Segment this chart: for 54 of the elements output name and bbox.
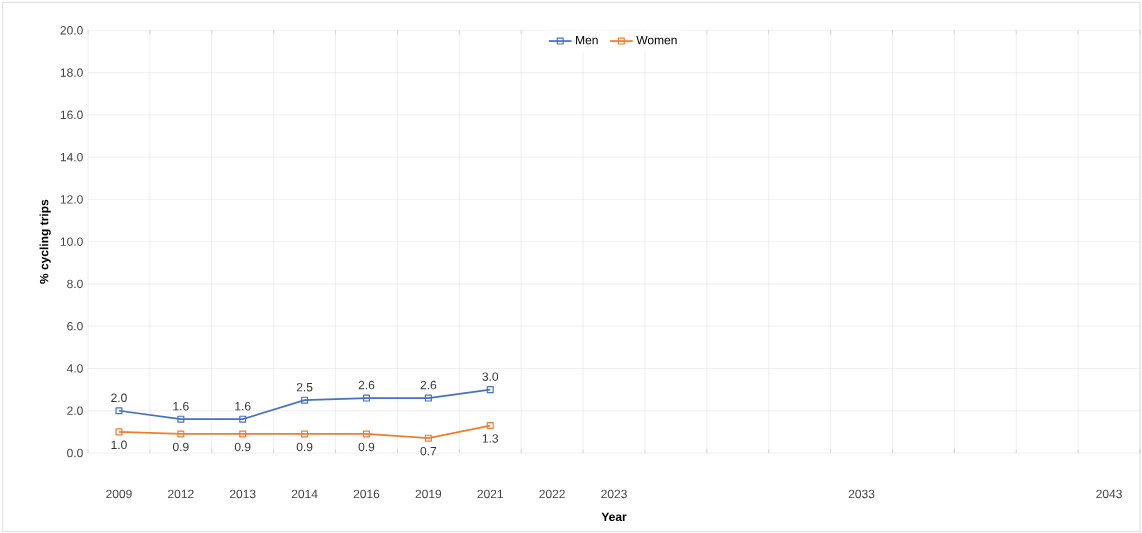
y-tick-label: 6.0 (67, 321, 83, 331)
point (424, 434, 432, 442)
data-label: 0.9 (172, 442, 189, 452)
data-label: 2.6 (358, 380, 375, 390)
point (362, 394, 371, 402)
point (115, 428, 123, 436)
data-label: 2.5 (296, 382, 313, 392)
y-tick-label: 2.0 (67, 406, 83, 415)
y-tick-label: 4.0 (66, 364, 83, 373)
point (115, 407, 123, 415)
y-tick-label: 14.0 (60, 152, 83, 162)
point (239, 430, 247, 438)
y-tick-label: 8.0 (67, 279, 83, 289)
x-tick-label: 2009 (106, 489, 132, 499)
y-tick-label: 18.0 (60, 68, 83, 77)
x-tick-label: 2012 (168, 489, 194, 499)
data-label: 1.6 (173, 401, 189, 411)
data-label: 1.6 (235, 401, 251, 411)
point (177, 430, 185, 438)
y-tick-label: 16.0 (60, 110, 83, 120)
x-tick-label: 2016 (353, 489, 380, 499)
point (424, 394, 432, 402)
data-label: 0.9 (296, 442, 313, 452)
x-tick-label: 2014 (291, 489, 318, 499)
point (362, 430, 371, 438)
data-label: 1.3 (482, 434, 499, 443)
data-label: 0.9 (234, 442, 251, 452)
point (301, 430, 309, 438)
data-label: 1.0 (111, 440, 127, 450)
x-tick-label: 2021 (477, 489, 503, 499)
y-tick-label: 10.0 (60, 237, 83, 246)
legend-label: Men (576, 35, 598, 45)
legend-label: Women (636, 35, 677, 45)
data-label: 3.0 (482, 372, 499, 381)
data-label: 0.9 (358, 442, 375, 452)
point (301, 396, 309, 404)
x-tick-label: 2043 (1096, 489, 1122, 499)
point (486, 386, 494, 394)
x-tick-label: 2033 (848, 489, 875, 499)
data-label: 2.0 (111, 393, 127, 403)
x-tick-label: 2013 (229, 489, 256, 499)
y-tick-label: 12.0 (60, 195, 83, 204)
x-axis-title: Year (601, 512, 627, 522)
data-label: 2.6 (420, 380, 437, 390)
y-tick-label: 20.0 (60, 26, 83, 35)
point (177, 415, 185, 423)
y-axis-title: % cycling trips (39, 199, 51, 284)
y-tick-label: 0.0 (67, 448, 83, 458)
x-tick-label: 2019 (415, 489, 442, 499)
x-tick-label: 2023 (601, 489, 627, 499)
data-label: 0.7 (420, 446, 437, 456)
x-tick-label: 2022 (539, 489, 565, 499)
point (486, 422, 494, 430)
point (239, 415, 247, 423)
